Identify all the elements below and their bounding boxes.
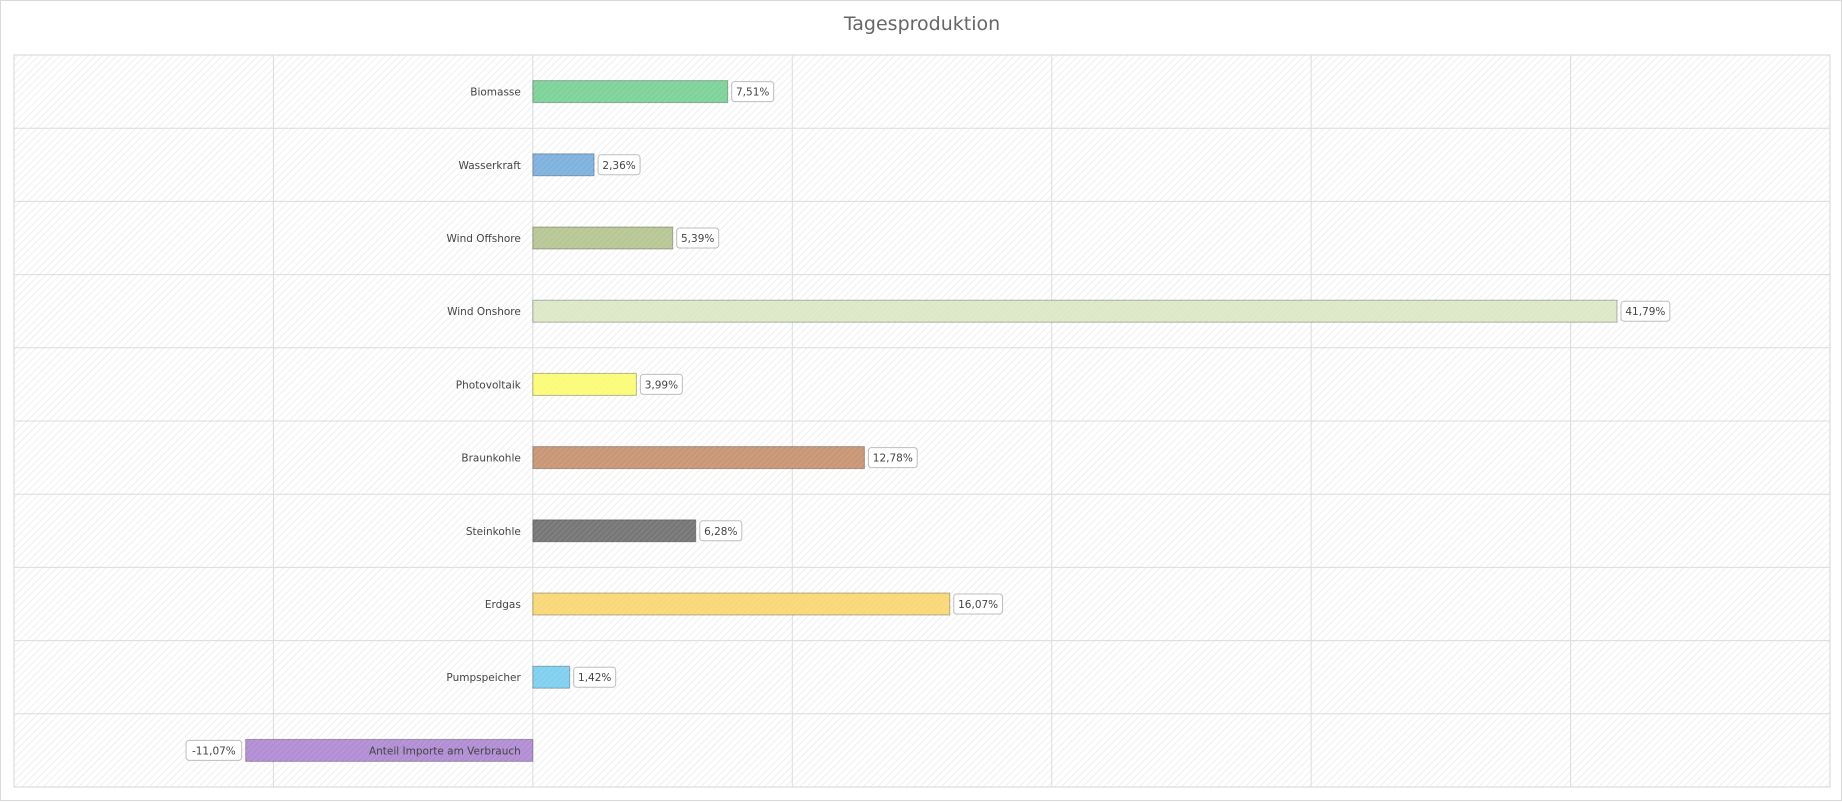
bar[interactable]: [532, 80, 729, 104]
bar[interactable]: [532, 153, 595, 177]
value-label-box: [731, 81, 775, 103]
chart-title: Tagesproduktion: [843, 13, 1001, 35]
category-label: Wasserkraft: [459, 160, 521, 172]
value-label-box: [953, 593, 1004, 615]
labels: Biomasse 7,51% Wasserkraft 2,36% Wind Offsho…: [185, 81, 1671, 761]
category-label: Erdgas: [485, 599, 521, 611]
category-label: Anteil Importe am Verbrauch: [369, 745, 521, 757]
value-label: 41,79%: [1625, 306, 1665, 318]
value-label-box: [676, 227, 720, 249]
bar[interactable]: [532, 519, 697, 543]
category-label: Steinkohle: [466, 526, 521, 538]
value-label: 12,78%: [873, 453, 913, 465]
value-label-box: [699, 520, 743, 542]
value-label: 2,36%: [602, 160, 635, 172]
category-label: Braunkohle: [461, 453, 520, 465]
value-label: 6,28%: [704, 526, 737, 538]
value-label: 16,07%: [958, 599, 998, 611]
bar[interactable]: [532, 372, 637, 396]
bar[interactable]: [532, 592, 951, 616]
grid-lines: [14, 55, 1830, 787]
category-label: Photovoltaik: [456, 379, 522, 391]
category-label: Pumpspeicher: [446, 672, 521, 684]
value-label-box: [639, 373, 683, 395]
value-label-box: [597, 154, 641, 176]
category-label: Wind Onshore: [447, 306, 521, 318]
value-label-box: [573, 666, 617, 688]
value-label: 7,51%: [736, 87, 769, 99]
category-label: Biomasse: [470, 87, 521, 99]
category-label: Wind Offshore: [447, 233, 521, 245]
bar[interactable]: [532, 665, 571, 689]
value-label: 5,39%: [681, 233, 714, 245]
value-label-box: [1620, 300, 1671, 322]
value-label: -11,07%: [192, 745, 236, 757]
value-label-box: [867, 447, 918, 469]
bar[interactable]: [532, 446, 865, 470]
value-label: 3,99%: [645, 379, 678, 391]
bar[interactable]: [532, 226, 674, 250]
value-label: 1,42%: [578, 672, 611, 684]
bar[interactable]: [532, 299, 1618, 323]
value-label-box: [185, 739, 243, 761]
